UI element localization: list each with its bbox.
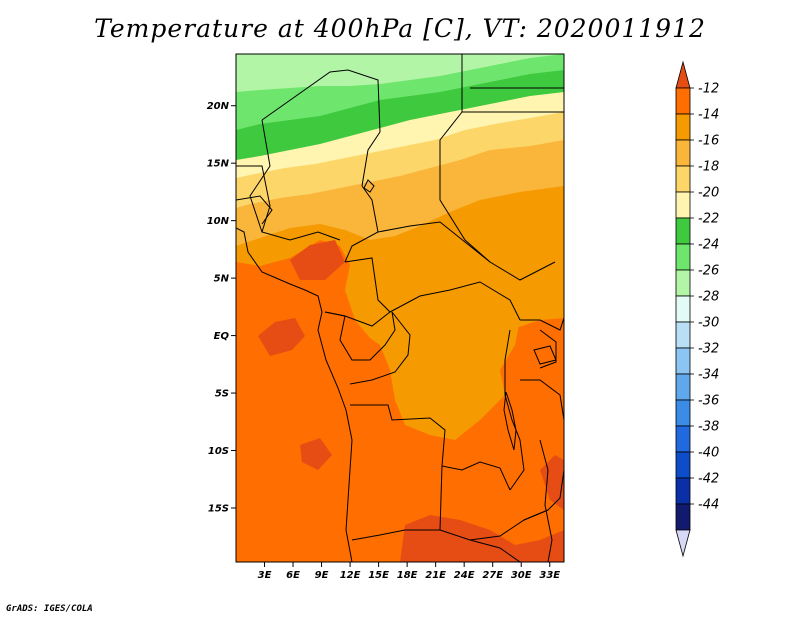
colorbar-swatch xyxy=(675,243,691,271)
lat-tick-label: 5S xyxy=(215,389,229,400)
border-zambia xyxy=(351,465,443,541)
lat-tick-label: 20N xyxy=(207,101,230,112)
border-mozambique xyxy=(523,469,564,521)
border-east-lakes xyxy=(520,317,564,331)
field-band-26 xyxy=(236,54,564,92)
map-field xyxy=(236,54,564,562)
field-band-12-a xyxy=(258,318,305,356)
border-tanzania xyxy=(520,379,564,421)
lon-tick-label: 27E xyxy=(482,570,503,581)
map-frame xyxy=(235,53,565,563)
border-nigeria-north xyxy=(236,195,273,225)
colorbar-swatch xyxy=(675,87,691,115)
country-borders xyxy=(236,54,564,562)
lon-tick-label: 30E xyxy=(511,570,532,581)
colorbar-swatch xyxy=(675,451,691,479)
colorbar-swatch xyxy=(675,321,691,349)
colorbar-swatch xyxy=(675,191,691,219)
colorbar-label: -28 xyxy=(698,290,719,305)
colorbar-label: -14 xyxy=(698,108,719,123)
lat-tick-label: 10N xyxy=(207,216,230,227)
colorbar-swatch xyxy=(675,425,691,453)
lon-tick-label: 21E xyxy=(425,570,446,581)
colorbar-label: -44 xyxy=(698,498,719,513)
lat-tick-label: EQ xyxy=(214,331,230,342)
colorbar-label: -22 xyxy=(698,212,719,227)
field-band-12-e xyxy=(300,438,332,470)
colorbar-label: -36 xyxy=(698,394,719,409)
colorbar-label: -26 xyxy=(698,264,719,279)
lat-tick-label: 15S xyxy=(208,503,229,514)
colorbar-label: -34 xyxy=(698,368,719,383)
lake-chad xyxy=(363,179,375,193)
lon-tick-label: 18E xyxy=(397,570,418,581)
colorbar-label: -12 xyxy=(698,82,719,97)
border-malawi xyxy=(539,439,553,562)
lat-tick-label: 5N xyxy=(214,274,230,285)
colorbar-swatch xyxy=(675,139,691,167)
lat-tick-label: 10S xyxy=(208,446,229,457)
colorbar-swatch xyxy=(675,503,691,531)
colorbar-swatch xyxy=(675,373,691,401)
colorbar-swatch xyxy=(675,477,691,505)
border-drc-east xyxy=(504,329,525,491)
colorbar-swatch xyxy=(675,113,691,141)
lon-tick-label: 33E xyxy=(539,570,560,581)
grads-credit: GrADS: IGES/COLA xyxy=(6,604,93,614)
lon-tick-label: 6E xyxy=(286,570,300,581)
colorbar-swatch xyxy=(675,165,691,193)
border-car-drc xyxy=(389,281,521,321)
colorbar-label: -32 xyxy=(698,342,719,357)
border-uganda-kenya xyxy=(539,329,557,369)
colorbar-bottom-arrow xyxy=(675,529,691,558)
colorbar-swatch xyxy=(675,269,691,297)
colorbar-label: -24 xyxy=(698,238,719,253)
border-zimbabwe xyxy=(469,539,521,562)
colorbar: -12 -14 -16 -18 -20 -22 -24 -26 -28 -30 -32 -34 -36 -… xyxy=(675,60,719,558)
colorbar-swatch xyxy=(675,295,691,323)
border-gabon-congo xyxy=(324,311,396,361)
lon-tick-label: 12E xyxy=(340,570,361,581)
colorbar-label: -30 xyxy=(698,316,719,331)
colorbar-label: -40 xyxy=(698,446,719,461)
lake-tanganyika xyxy=(503,391,517,451)
lon-tick-label: 15E xyxy=(368,570,389,581)
colorbar-label: -18 xyxy=(698,160,719,175)
field-band-12-d xyxy=(540,455,564,510)
border-angola-drc xyxy=(350,404,511,491)
colorbar-label: -20 xyxy=(698,186,719,201)
border-drc-west xyxy=(349,311,411,385)
lake-victoria xyxy=(533,345,557,365)
colorbar-swatch xyxy=(675,217,691,245)
latitude-axis: 20N 15N 10N 5N EQ 5S 10S 15S xyxy=(207,101,236,514)
colorbar-top-arrow xyxy=(675,60,691,89)
field-band-12-b xyxy=(290,240,345,280)
lat-tick-label: 15N xyxy=(207,159,230,170)
colorbar-swatch xyxy=(675,347,691,375)
colorbar-swatch xyxy=(675,399,691,427)
lon-tick-label: 24E xyxy=(454,570,475,581)
border-libya-egypt xyxy=(439,54,491,263)
colorbar-label: -16 xyxy=(698,134,719,149)
chart-title: Temperature at 400hPa [C], VT: 202001191… xyxy=(94,14,706,43)
longitude-axis: 3E 6E 9E 12E 15E 18E 21E 24E 27E 30E 33E xyxy=(258,562,560,581)
coastline-west xyxy=(236,227,353,562)
lon-tick-label: 9E xyxy=(315,570,329,581)
lon-tick-label: 3E xyxy=(258,570,272,581)
field-band-16-congo xyxy=(380,280,520,440)
colorbar-label: -38 xyxy=(698,420,719,435)
colorbar-label: -42 xyxy=(698,472,719,487)
border-chad-car xyxy=(377,221,556,281)
border-libya-algeria xyxy=(261,69,381,187)
